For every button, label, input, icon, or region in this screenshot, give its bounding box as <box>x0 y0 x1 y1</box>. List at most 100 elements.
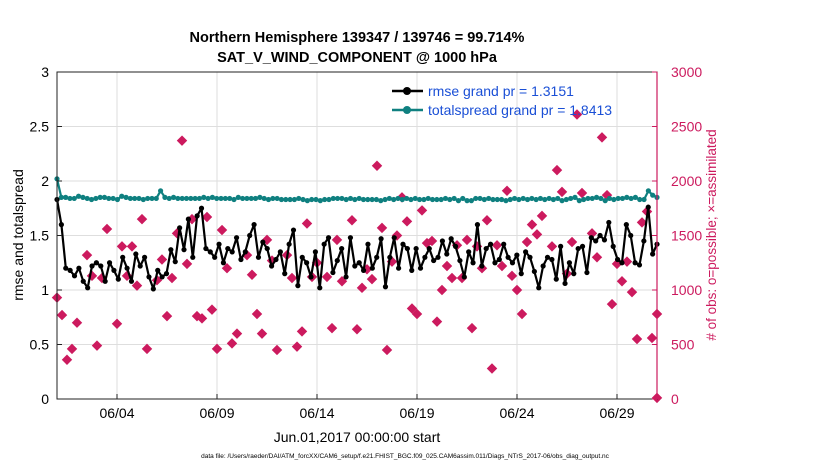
rmse-point <box>619 260 625 266</box>
rmse-point <box>606 219 612 226</box>
y-tick-label: 3 <box>41 64 49 80</box>
totalspread-point <box>356 195 362 202</box>
totalspread-point <box>317 198 323 204</box>
totalspread-point <box>572 194 578 200</box>
totalspread-point <box>628 195 634 202</box>
rmse-point <box>553 276 559 282</box>
rmse-point <box>352 263 358 269</box>
obs-assimilated-point <box>346 215 358 226</box>
obs-assimilated-point <box>356 282 368 294</box>
totalspread-point <box>507 196 513 203</box>
totalspread-point <box>615 195 621 202</box>
rmse-point <box>518 271 524 277</box>
rmse-point <box>470 260 476 266</box>
rmse-point <box>321 241 327 247</box>
totalspread-point <box>378 198 384 204</box>
totalspread-point <box>637 196 643 203</box>
totalspread-point <box>80 194 86 200</box>
totalspread-point <box>382 196 388 203</box>
rmse-point <box>264 245 270 252</box>
rmse-series <box>54 196 660 292</box>
y2-tick-label: 3000 <box>671 64 702 80</box>
rmse-point <box>562 280 568 287</box>
totalspread-point <box>63 194 69 200</box>
rmse-point <box>98 263 104 269</box>
totalspread-point <box>576 198 582 204</box>
rmse-point <box>391 235 397 241</box>
obs-assimilated-point <box>66 343 78 355</box>
rmse-point <box>137 263 143 269</box>
totalspread-point <box>533 196 539 203</box>
rmse-point <box>579 243 586 249</box>
rmse-point <box>474 222 481 228</box>
totalspread-point <box>524 196 531 203</box>
totalspread-point <box>598 195 604 202</box>
rmse-point <box>444 251 450 257</box>
totalspread-point <box>136 195 142 202</box>
totalspread-point <box>71 195 77 202</box>
obs-assimilated-point <box>136 213 148 225</box>
rmse-point <box>299 254 305 260</box>
totalspread-point <box>550 196 557 203</box>
rmse-point <box>63 265 69 271</box>
rmse-point <box>571 271 577 277</box>
totalspread-point <box>486 195 492 202</box>
totalspread-point <box>611 196 617 203</box>
totalspread-point <box>93 195 99 202</box>
totalspread-point <box>581 196 587 203</box>
y2-tick-label: 1500 <box>671 228 702 244</box>
obs-assimilated-point <box>416 205 428 216</box>
rmse-point <box>312 249 318 255</box>
totalspread-point <box>412 195 418 202</box>
obs-assimilated-point <box>571 109 583 120</box>
totalspread-point <box>309 196 315 203</box>
rmse-point <box>295 283 301 289</box>
obs-assimilated-point <box>351 324 363 335</box>
obs-assimilated-point <box>111 318 123 330</box>
rmse-point <box>479 263 485 269</box>
x-tick-label: 06/04 <box>99 405 134 421</box>
obs-assimilated-point <box>201 211 213 223</box>
rmse-point <box>260 239 266 245</box>
legend-spread-marker <box>403 106 411 114</box>
totalspread-point <box>559 198 565 204</box>
rmse-point <box>339 245 345 252</box>
rmse-point <box>343 274 349 280</box>
totalspread-point <box>624 194 630 200</box>
totalspread-point <box>386 195 392 202</box>
totalspread-point <box>240 195 246 202</box>
obs-assimilated-point <box>441 260 453 272</box>
obs-assimilated-point <box>61 354 73 365</box>
obs-assimilated-point <box>116 241 128 252</box>
rmse-point <box>308 274 314 280</box>
totalspread-point <box>429 196 436 203</box>
rmse-point <box>356 260 362 266</box>
totalspread-point <box>369 196 375 203</box>
rmse-point <box>400 241 406 247</box>
totalspread-point <box>123 194 129 200</box>
totalspread-point <box>442 195 449 202</box>
rmse-point <box>155 267 161 273</box>
totalspread-point <box>499 196 505 203</box>
rmse-point <box>330 269 336 276</box>
obs-assimilated-point <box>371 160 383 171</box>
rmse-point <box>409 267 415 273</box>
obs-assimilated-point <box>506 270 518 282</box>
rmse-point <box>168 247 174 253</box>
rmse-point <box>514 252 520 258</box>
y-tick-label: 2 <box>41 173 49 189</box>
totalspread-point <box>214 195 220 202</box>
totalspread-point <box>244 195 250 202</box>
totalspread-point <box>313 196 319 203</box>
rmse-point <box>89 263 95 269</box>
totalspread-point <box>365 196 371 203</box>
obs-assimilated-point <box>551 164 563 176</box>
totalspread-point <box>153 195 159 202</box>
totalspread-point <box>265 196 272 203</box>
y-tick-label: 0 <box>41 391 49 407</box>
rmse-point <box>365 241 371 247</box>
obs-assimilated-point <box>291 341 303 352</box>
totalspread-point <box>568 195 574 202</box>
obs-assimilated-point <box>141 343 153 355</box>
